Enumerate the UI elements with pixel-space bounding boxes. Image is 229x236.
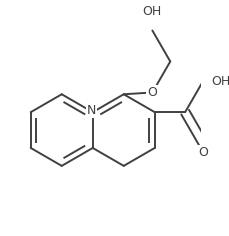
Text: OH: OH — [143, 5, 162, 18]
Text: N: N — [87, 104, 96, 117]
Text: O: O — [198, 146, 208, 159]
Text: O: O — [147, 86, 157, 99]
Text: OH: OH — [211, 75, 229, 88]
